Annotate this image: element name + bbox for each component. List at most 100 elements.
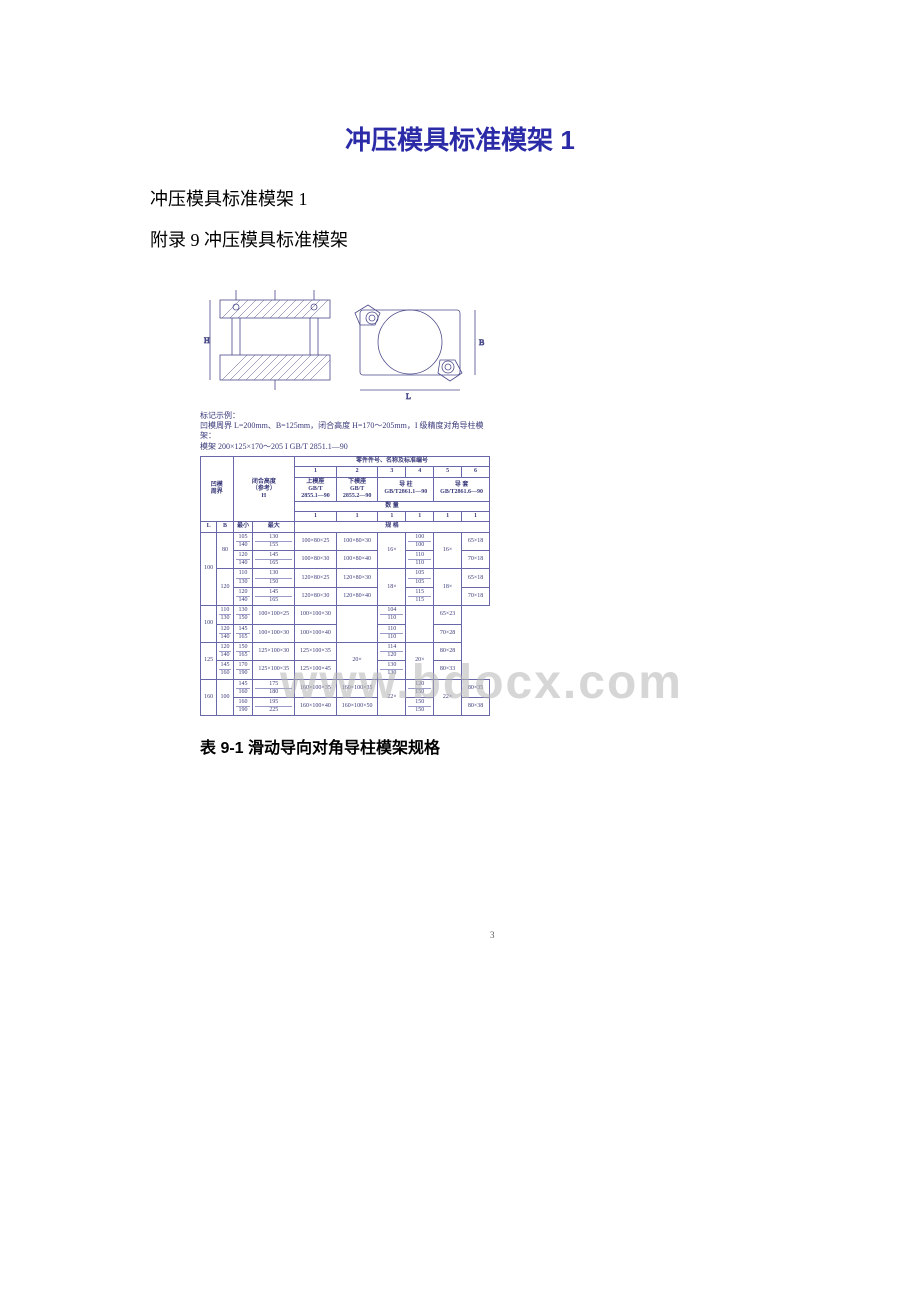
cell-B: 125: [201, 642, 217, 679]
cell-post-prefix: 22×: [378, 679, 406, 716]
cell-upper: 120×80×30: [295, 587, 337, 605]
cell-hmax: 145165: [253, 551, 295, 569]
th-B: B: [217, 522, 233, 532]
cell-post: 110110: [378, 624, 406, 642]
th-qty: 数 量: [295, 502, 490, 512]
caption-line-2: 凹模周界 L=200mm、B=125mm，闭合高度 H=170～205mm，I …: [200, 421, 490, 442]
cell-hmax: 130155: [253, 532, 295, 550]
cell-hmax: 145165: [253, 587, 295, 605]
cell-lower: 100×100×30: [295, 606, 337, 624]
page-number: 3: [490, 930, 495, 940]
cell-hmax: 175180: [253, 679, 295, 697]
th-q6: 1: [462, 512, 490, 522]
th-q3: 1: [378, 512, 406, 522]
cell-post: 114120: [378, 642, 406, 660]
cell-lower: 120×80×30: [336, 569, 378, 587]
cell-post: 100100: [406, 532, 434, 550]
cell-post: 110110: [406, 551, 434, 569]
cell-post-prefix: [336, 606, 378, 643]
cell-hmax: 150165: [233, 642, 253, 660]
cell-post: 120150: [406, 679, 434, 697]
cell-lower: 100×80×30: [336, 532, 378, 550]
cell-bush: 65×18: [462, 532, 490, 550]
cell-hmax: 145165: [233, 624, 253, 642]
cell-bush-prefix: 20×: [406, 642, 434, 679]
cell-B: 100: [217, 679, 233, 716]
cell-post: 130130: [378, 661, 406, 679]
cell-B: 80: [217, 532, 233, 569]
th-q4: 1: [406, 512, 434, 522]
cell-hmin: 120140: [233, 587, 253, 605]
cell-lower: 160×100×50: [336, 698, 378, 716]
cell-bush: 65×18: [462, 569, 490, 587]
caption-line-1: 标记示例：: [200, 411, 490, 421]
th-upper: 上模座GB/T2855.1—90: [295, 477, 337, 502]
cell-post: 105105: [406, 569, 434, 587]
th-col-6: 6: [462, 467, 490, 477]
cell-hmax: 130150: [233, 606, 253, 624]
svg-text:H: H: [204, 336, 210, 345]
cell-hmin: 145160: [217, 661, 233, 679]
cell-B: 120: [217, 569, 233, 606]
th-q5: 1: [434, 512, 462, 522]
th-height: 闭合高度（参考）H: [233, 457, 295, 522]
cell-upper: 125×100×35: [253, 661, 295, 679]
cell-bush-prefix: [406, 606, 434, 643]
cell-hmin: 145160: [233, 679, 253, 697]
cell-upper: 100×80×30: [295, 551, 337, 569]
table-body: 10080105140130155100×80×25100×80×3016×10…: [201, 532, 490, 716]
cell-bush: 80×33: [434, 661, 462, 679]
figure-area: H L B 标记: [200, 285, 490, 759]
th-lower: 下模座GB/T2855.2—90: [336, 477, 378, 502]
th-max: 最大: [253, 522, 295, 532]
cell-lower: 125×100×35: [295, 642, 337, 660]
diagram-caption: 标记示例： 凹模周界 L=200mm、B=125mm，闭合高度 H=170～20…: [200, 411, 490, 453]
th-min: 最小: [233, 522, 253, 532]
cell-bush: 70×28: [434, 624, 462, 642]
th-q2: 1: [336, 512, 378, 522]
cell-post-prefix: 20×: [336, 642, 378, 679]
table-row: 10080105140130155100×80×25100×80×3016×10…: [201, 532, 490, 550]
table-row: 100110130130150100×100×25100×100×3010411…: [201, 606, 490, 624]
th-bush: 导 套GB/T2861.6—90: [434, 477, 490, 502]
cell-L: 100: [201, 532, 217, 606]
cell-post: 115115: [406, 587, 434, 605]
caption-line-3: 模架 200×125×170～205 I GB/T 2851.1—90: [200, 442, 490, 452]
cell-hmin: 160190: [233, 698, 253, 716]
th-parts: 零件件号、名称及标准编号: [295, 457, 490, 467]
cell-B: 100: [201, 606, 217, 643]
cell-lower: 100×100×40: [295, 624, 337, 642]
cell-upper: 100×80×25: [295, 532, 337, 550]
cell-bush: 65×23: [434, 606, 462, 624]
cell-bush: 70×18: [462, 587, 490, 605]
th-spec: 规 格: [295, 522, 490, 532]
cell-bush-prefix: 16×: [434, 532, 462, 569]
cell-lower: 100×80×40: [336, 551, 378, 569]
spec-table: 凹模周界 闭合高度（参考）H 零件件号、名称及标准编号 1 2 3 4 5 6 …: [200, 456, 490, 716]
th-post: 导 柱GB/T2861.1—90: [378, 477, 434, 502]
cell-upper: 100×100×25: [253, 606, 295, 624]
cell-lower: 160×100×35: [336, 679, 378, 697]
cell-upper: 160×100×35: [295, 679, 337, 697]
cell-post: 104110: [378, 606, 406, 624]
cell-hmin: 120140: [233, 551, 253, 569]
th-die-boundary: 凹模周界: [201, 457, 234, 522]
th-col-5: 5: [434, 467, 462, 477]
th-col-2: 2: [336, 467, 378, 477]
svg-text:B: B: [479, 338, 484, 347]
th-col-1: 1: [295, 467, 337, 477]
cell-L: 160: [201, 679, 217, 716]
technical-diagram: H L B: [200, 285, 490, 405]
th-L: L: [201, 522, 217, 532]
cell-hmax: 195225: [253, 698, 295, 716]
cell-hmin: 110130: [217, 606, 233, 624]
subtitle-2: 附录 9 冲压模具标准模架: [150, 226, 770, 255]
cell-post: 150150: [406, 698, 434, 716]
cell-bush-prefix: 22×: [434, 679, 462, 716]
cell-hmin: 120140: [217, 624, 233, 642]
cell-hmin: 105140: [233, 532, 253, 550]
th-col-4: 4: [406, 467, 434, 477]
table-header: 凹模周界 闭合高度（参考）H 零件件号、名称及标准编号 1 2 3 4 5 6 …: [201, 457, 490, 533]
cell-upper: 100×100×30: [253, 624, 295, 642]
table-row: 160100145160175180160×100×35160×100×3522…: [201, 679, 490, 697]
